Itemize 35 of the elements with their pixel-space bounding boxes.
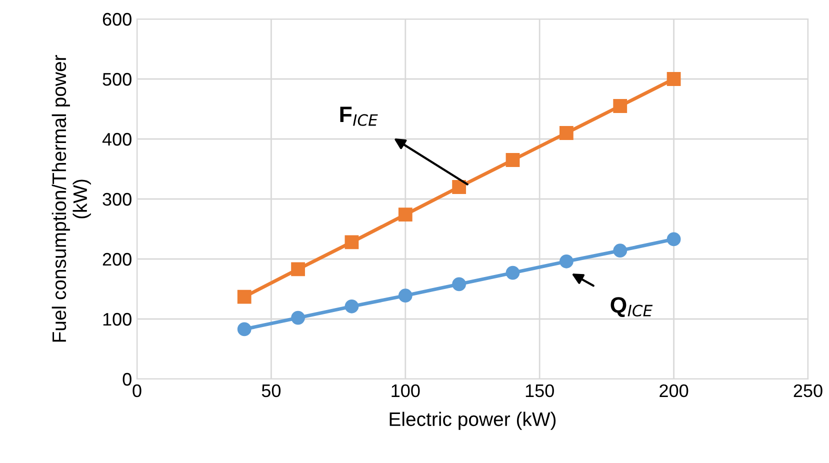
x-axis-title: Electric power (kW) [390,412,556,430]
x-tick-label: 250 [794,384,822,398]
x-tick-label: 0 [132,384,142,398]
x-tick-label: 150 [526,384,554,398]
x-tick-label: 50 [262,384,281,398]
x-tick-label: 100 [392,384,420,398]
y-axis-title: Fuel consumption/Thermal power (kW) [52,55,91,342]
point [666,72,681,86]
y-tick-label: 300 [102,192,132,206]
y-tick-label: 200 [102,252,132,266]
point [506,266,520,280]
y-tick-label: 0 [122,372,132,386]
point [559,254,574,268]
point [291,310,305,325]
y-tick-label: 600 [102,12,132,26]
y-tick-label: 400 [102,132,132,146]
point [291,262,305,276]
point [237,290,252,304]
y-tick-label: 100 [103,312,132,326]
point [452,180,466,194]
point [506,153,520,167]
point [666,232,681,246]
point [398,208,412,222]
point [613,99,628,113]
point [613,244,628,258]
y-tick-label: 500 [102,72,132,86]
annotation: F$_{ICE}$ [340,106,378,126]
point [344,299,359,314]
annotation: Q$_{ICE}$ [610,297,653,317]
point [559,126,574,140]
point [344,235,359,250]
point [452,277,466,292]
x-tick-label: 200 [660,384,688,398]
point [237,322,252,336]
point [398,288,412,303]
